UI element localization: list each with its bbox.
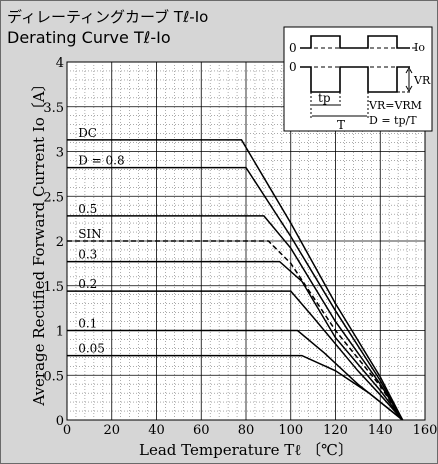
- waveform-inset: Io VR 0 0 VR=VRM D = tp/T tp T: [283, 26, 433, 132]
- series-label: 0.1: [78, 317, 97, 331]
- inset-label-vr: VR: [413, 74, 431, 87]
- x-tick-label: 40: [148, 423, 165, 438]
- series-label: 0.5: [78, 202, 97, 216]
- series-line: [67, 260, 404, 421]
- chart-title-japanese: ディレーティングカーブ Tℓ-Io: [7, 8, 209, 26]
- x-tick-label: 100: [278, 423, 303, 438]
- y-tick-label: 2: [56, 235, 64, 250]
- y-tick-label: 1.5: [43, 280, 64, 295]
- y-tick-label: 0.5: [43, 369, 64, 384]
- y-tick-label: 2.5: [43, 190, 64, 205]
- series-label: 0.2: [78, 277, 97, 291]
- inset-label-io: Io: [414, 41, 425, 54]
- series-label: DC: [78, 126, 97, 140]
- series-line: [67, 290, 404, 421]
- y-tick-label: 1: [56, 325, 64, 340]
- series-label: 0.05: [78, 342, 105, 356]
- inset-label-duty-equation: D = tp/T: [369, 114, 417, 127]
- inset-label-tp: tp: [318, 91, 331, 105]
- axis-ticks: 0 20 40 60 80 100 120 140 160 0 0.5 1 1.5 2 2.5 3 3.5 4: [43, 56, 437, 438]
- x-tick-label: 20: [103, 423, 120, 438]
- series-group: [67, 139, 404, 421]
- series-label: D = 0.8: [78, 154, 124, 168]
- inset-label-zero-top: 0: [289, 41, 297, 55]
- x-tick-label: 160: [413, 423, 438, 438]
- inset-background: [283, 26, 433, 132]
- x-tick-label: 140: [368, 423, 393, 438]
- x-tick-label: 60: [193, 423, 210, 438]
- y-tick-label: 3.5: [43, 101, 64, 116]
- x-tick-label: 120: [323, 423, 348, 438]
- series-label: SIN: [78, 227, 101, 241]
- inset-label-vr-equation: VR=VRM: [368, 99, 422, 112]
- vr-arrow-head-top: [405, 67, 413, 74]
- series-label: 0.3: [78, 248, 97, 262]
- vr-arrow-head-bottom: [405, 85, 413, 92]
- inset-label-period: T: [337, 118, 345, 132]
- y-tick-label: 0: [56, 414, 64, 429]
- series-line: [67, 139, 404, 421]
- voltage-waveform: [300, 66, 410, 93]
- y-tick-label: 3: [56, 146, 64, 161]
- series-labels: DC D = 0.8 0.5 SIN 0.3 0.2 0.1 0.05: [78, 126, 124, 356]
- chart-title-english: Derating Curve Tℓ-Io: [7, 28, 171, 47]
- x-tick-label: 0: [63, 423, 71, 438]
- x-axis-label: Lead Temperature Tℓ 〔℃〕: [139, 441, 353, 459]
- series-line: [67, 240, 404, 421]
- x-tick-label: 80: [238, 423, 255, 438]
- inset-label-zero-bottom: 0: [289, 60, 297, 74]
- series-line: [67, 215, 404, 421]
- current-waveform: [300, 35, 410, 49]
- series-line: [67, 354, 404, 421]
- series-line: [67, 166, 404, 421]
- y-tick-label: 4: [56, 56, 64, 71]
- y-axis-label: Average Rectified Forward Current Io〔A〕: [30, 76, 48, 406]
